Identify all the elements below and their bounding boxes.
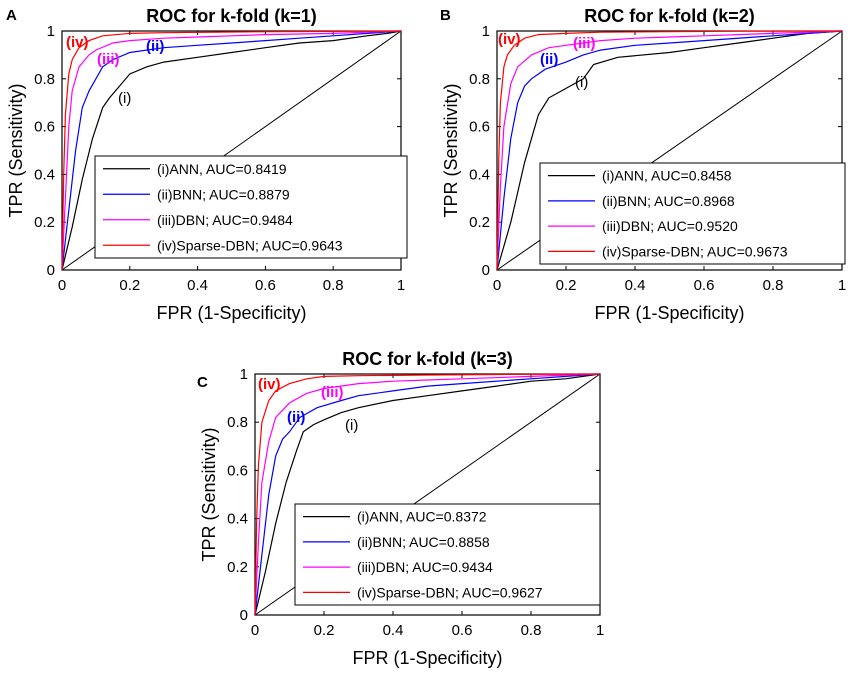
panel-a: A ROC for k-fold (k=1) 0 0.2 0.4 0.6 0.8 1 0 0.2 0… bbox=[6, 6, 408, 323]
legend-box bbox=[94, 155, 408, 259]
x-tick-label: 1 bbox=[397, 277, 405, 294]
roc-curve-series-3 bbox=[254, 373, 601, 616]
legend-entry: (i)ANN, AUC=0.8419 bbox=[157, 161, 287, 177]
y-tick-label: 0.6 bbox=[227, 462, 248, 479]
legend-box bbox=[539, 162, 846, 265]
y-tick-label: 0 bbox=[240, 607, 248, 624]
curve-annotation: (iv) bbox=[66, 34, 89, 51]
y-tick-label: 0.8 bbox=[34, 71, 55, 88]
panel-b: B ROC for k-fold (k=2) 0 0.2 0.4 0.6 0.8 1 0 0.2 0… bbox=[440, 6, 846, 323]
y-axis-label: TPR (Sensitivity) bbox=[441, 83, 461, 217]
x-tick-label: 0.4 bbox=[383, 622, 404, 639]
curve-annotation: (i) bbox=[118, 90, 131, 107]
panel-letter: B bbox=[440, 7, 451, 24]
roc-curve-series-1 bbox=[61, 30, 402, 271]
y-tick-label: 0.2 bbox=[227, 559, 248, 576]
legend-entry: (iv)Sparse-DBN; AUC=0.9627 bbox=[357, 584, 543, 600]
y-tick-label: 1 bbox=[482, 23, 490, 40]
legend-entry: (ii)BNN; AUC=0.8858 bbox=[357, 534, 490, 550]
x-tick-label: 0 bbox=[251, 622, 259, 639]
curve-annotation: (i) bbox=[575, 74, 588, 91]
panel-c: C ROC for k-fold (k=3) 0 0.2 0.4 0.6 0.8 1 0 0.2 0… bbox=[197, 349, 604, 668]
curve-annotation: (ii) bbox=[540, 51, 558, 68]
y-tick-label: 0.2 bbox=[469, 214, 490, 231]
x-tick-label: 0.6 bbox=[694, 277, 715, 294]
y-tick-label: 0 bbox=[482, 262, 490, 279]
legend-entry: (ii)BNN; AUC=0.8879 bbox=[157, 186, 290, 202]
legend-entry: (iii)DBN; AUC=0.9434 bbox=[357, 559, 493, 575]
x-tick-label: 0.8 bbox=[323, 277, 344, 294]
x-axis-label: FPR (1-Specificity) bbox=[156, 303, 306, 323]
roc-curve-series-2 bbox=[254, 373, 601, 616]
x-tick-label: 0.6 bbox=[452, 622, 473, 639]
y-axis-label: TPR (Sensitivity) bbox=[199, 427, 219, 561]
x-tick-label: 0.8 bbox=[521, 622, 542, 639]
legend-box bbox=[294, 503, 601, 606]
x-tick-label: 0.2 bbox=[119, 277, 140, 294]
x-tick-label: 1 bbox=[838, 277, 846, 294]
legend-entry: (i)ANN, AUC=0.8372 bbox=[357, 509, 487, 525]
legend-entry: (i)ANN, AUC=0.8458 bbox=[602, 168, 732, 184]
y-tick-label: 0.4 bbox=[34, 166, 55, 183]
y-tick-label: 0.4 bbox=[469, 166, 490, 183]
roc-curve-series-3 bbox=[61, 30, 402, 271]
roc-curve-series-2 bbox=[61, 30, 402, 271]
x-axis-label: FPR (1-Specificity) bbox=[594, 303, 744, 323]
x-tick-label: 0.2 bbox=[556, 277, 577, 294]
x-tick-label: 0 bbox=[58, 277, 66, 294]
curve-annotation: (iv) bbox=[498, 31, 521, 48]
x-tick-label: 0.4 bbox=[625, 277, 646, 294]
curve-annotation: (i) bbox=[345, 417, 358, 434]
roc-curve-series-4 bbox=[61, 30, 402, 271]
legend-entry: (iii)DBN; AUC=0.9484 bbox=[157, 212, 293, 228]
chart-title: ROC for k-fold (k=2) bbox=[584, 6, 755, 26]
y-tick-label: 0 bbox=[47, 262, 55, 279]
roc-curve-series-3 bbox=[496, 30, 843, 271]
x-tick-label: 0 bbox=[493, 277, 501, 294]
legend-entry: (iv)Sparse-DBN; AUC=0.9643 bbox=[157, 237, 343, 253]
x-tick-label: 0.8 bbox=[763, 277, 784, 294]
y-tick-label: 0.6 bbox=[34, 119, 55, 136]
roc-curve-series-4 bbox=[496, 30, 843, 271]
legend-entry: (ii)BNN; AUC=0.8968 bbox=[602, 193, 735, 209]
x-tick-label: 0.2 bbox=[314, 622, 335, 639]
x-axis-label: FPR (1-Specificity) bbox=[352, 648, 502, 668]
roc-curve-series-1 bbox=[254, 373, 601, 616]
y-tick-label: 0.6 bbox=[469, 119, 490, 136]
x-tick-label: 1 bbox=[596, 622, 604, 639]
panel-letter: C bbox=[197, 374, 208, 391]
y-tick-label: 0.4 bbox=[227, 511, 248, 528]
curve-annotation: (iii) bbox=[573, 35, 596, 52]
legend-entry: (iii)DBN; AUC=0.9520 bbox=[602, 218, 738, 234]
curve-annotation: (iii) bbox=[321, 384, 344, 401]
roc-curve-series-4 bbox=[254, 373, 601, 616]
curve-annotation: (ii) bbox=[146, 38, 164, 55]
y-tick-label: 0.2 bbox=[34, 214, 55, 231]
chart-title: ROC for k-fold (k=3) bbox=[342, 349, 513, 369]
y-tick-label: 1 bbox=[240, 366, 248, 383]
chart-title: ROC for k-fold (k=1) bbox=[146, 6, 317, 26]
y-tick-label: 0.8 bbox=[227, 414, 248, 431]
curve-annotation: (ii) bbox=[287, 409, 305, 426]
roc-curve-series-2 bbox=[496, 30, 843, 271]
roc-curve-series-1 bbox=[496, 30, 843, 271]
y-axis-label: TPR (Sensitivity) bbox=[6, 83, 26, 217]
x-tick-label: 0.6 bbox=[255, 277, 276, 294]
curve-annotation: (iv) bbox=[258, 376, 281, 393]
y-tick-label: 0.8 bbox=[469, 71, 490, 88]
panel-letter: A bbox=[6, 7, 17, 24]
curve-annotation: (iii) bbox=[97, 51, 120, 68]
x-tick-label: 0.4 bbox=[187, 277, 208, 294]
legend-entry: (iv)Sparse-DBN; AUC=0.9673 bbox=[602, 243, 788, 259]
y-tick-label: 1 bbox=[47, 23, 55, 40]
